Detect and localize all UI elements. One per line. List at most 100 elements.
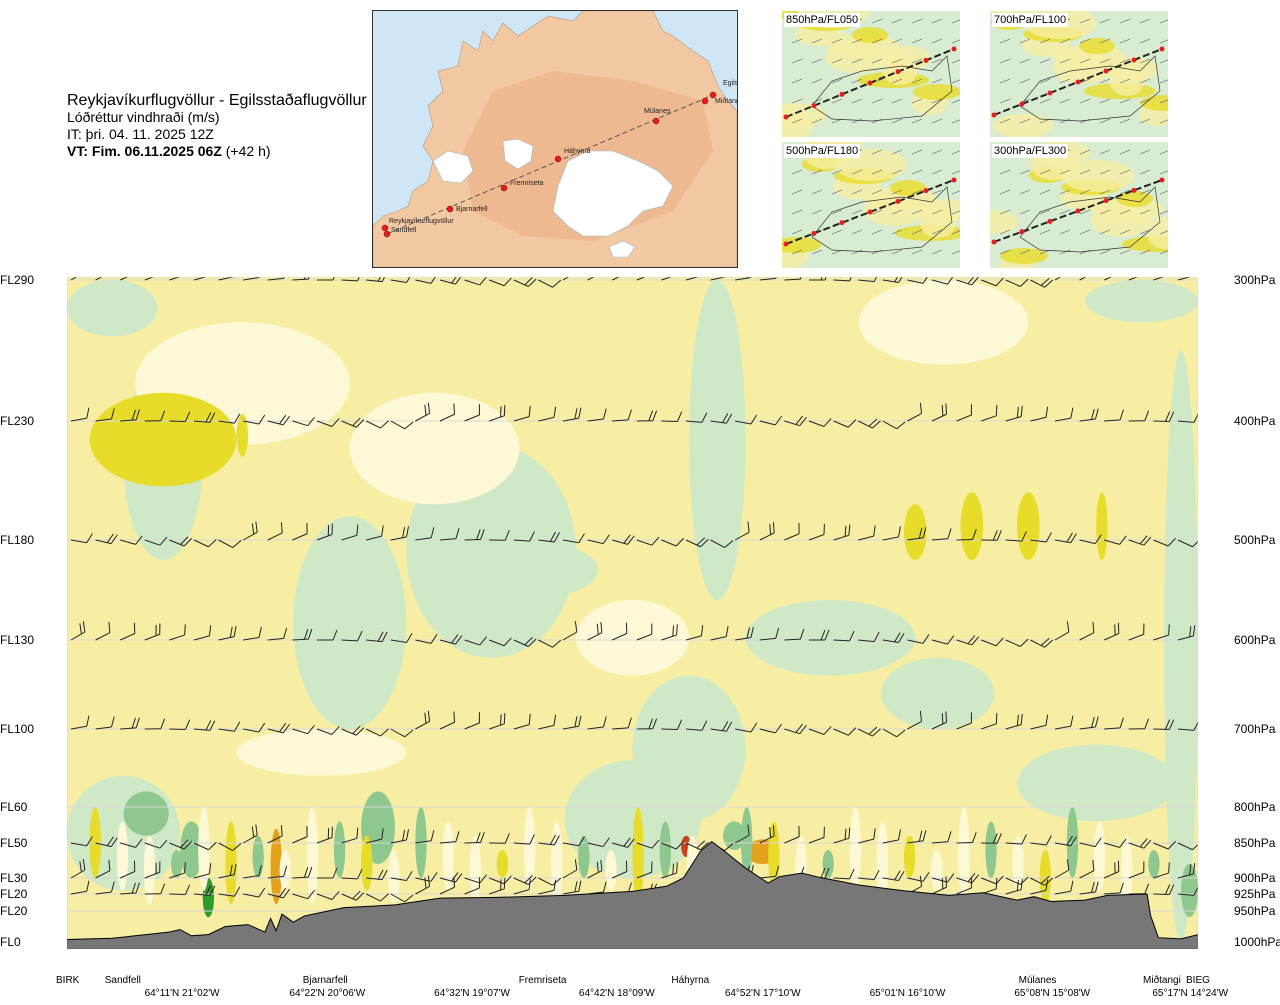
wind-barb [538,531,560,543]
wind-barb [710,625,729,641]
thumb-barb [1019,58,1031,64]
thumb-barb [1119,169,1131,175]
location-label: Fremriseta [518,975,567,986]
wind-barb [833,868,855,880]
thumb-waypoint [923,57,929,63]
low-streak-4 [198,807,210,891]
wind-barb [858,828,876,844]
low-streak-1 [116,821,129,891]
wind-barb [611,277,628,281]
thumb-barb [871,98,883,104]
thumb-barb [811,118,823,124]
thumb-barb [851,78,863,84]
thumb-barb [1159,210,1168,215]
wind-barb [316,826,333,844]
left-level-label: FL20 [0,904,28,918]
wind-barb [931,873,955,883]
thumb-barb [931,98,943,104]
thumb-700hpa-label: 700hPa/FL100 [992,13,1069,27]
wind-barb [341,868,363,880]
thumb-barb [1059,249,1071,255]
thumb-barb [1059,229,1071,235]
wind-barb [169,277,185,281]
wind-barb [144,410,166,422]
low-streak-6 [252,835,264,879]
thumb-barb [891,209,903,215]
wind-barb [218,413,241,424]
thumb-850hpa[interactable]: 850hPa/FL050 [782,11,960,137]
wind-barb [292,866,313,879]
wind-barb [808,826,825,844]
wind-barb [489,713,506,730]
thumb-barb [1039,78,1051,84]
wind-barb [1128,718,1150,730]
wind-barb [931,876,948,895]
wind-barb [169,839,193,850]
wind-barb [1030,875,1054,886]
thumb-barb [1019,118,1031,124]
wind-barb [636,861,653,879]
downdraft-zone-2 [293,516,407,729]
wind-barb [1005,405,1023,422]
wind-barb [439,634,463,645]
wind-barb [193,720,216,731]
thumb-barb [1159,19,1168,24]
wind-barb [317,277,335,281]
thumb-barb [891,58,903,64]
low-streak-8 [306,807,319,905]
thumb-barb [871,229,883,235]
location-label: Sandfell [104,975,141,986]
wind-barb [587,837,610,848]
wind-barb [562,621,578,641]
thumb-barb [1119,58,1131,64]
wind-barb [218,625,237,641]
location-label: BIRK [56,975,80,986]
wind-barb [513,834,535,845]
wind-barb [882,277,905,283]
thumb-300hpa[interactable]: 300hPa/FL300 [990,142,1168,268]
thumb-barb [1039,229,1051,235]
wind-barb [267,825,283,844]
thumb-barb [999,118,1011,124]
wind-barb [808,418,832,427]
thumb-waypoint [811,103,817,109]
waypoint-label: Miðtangi [715,97,737,105]
low-streak-13 [442,821,454,891]
downdraft-zone-0 [67,280,158,337]
wind-barb [538,639,562,648]
thumb-500hpa[interactable]: 500hPa/FL180 [782,142,960,268]
thumb-barb [1139,189,1151,195]
wind-barb [70,533,93,544]
wind-barb [562,859,578,879]
thumb-barb [911,58,923,64]
left-level-label: FL20 [0,887,28,901]
wind-barb [1104,409,1124,422]
wind-barb [95,408,115,422]
wind-barb [193,863,212,879]
wind-barb [956,529,977,541]
wind-barb [636,536,660,546]
thumb-700hpa[interactable]: 700hPa/FL100 [990,11,1168,137]
wind-barb [882,420,906,430]
thumb-barb [1159,150,1168,155]
thumb-barb [1099,249,1111,255]
field-up-5 [1096,492,1108,560]
wind-barb [1054,621,1070,641]
wind-barb [243,722,266,733]
field-up-4 [1017,492,1040,560]
wind-barb [710,539,734,548]
thumb-barb [831,169,843,175]
thumb-barb [891,38,903,44]
wind-barb [907,277,930,284]
field-up-0 [89,392,237,487]
wind-barb [415,875,431,895]
wind-barb [1005,638,1029,647]
thumb-barb [1119,149,1131,155]
pressure-level-lines [67,279,1198,943]
route-title: Reykjavíkurflugvöllur - Egilsstaðaflugvö… [67,92,367,109]
thumb-barb [951,119,960,124]
wind-barb [833,524,851,541]
wind-barb [1054,715,1074,730]
thumb-waypoint [895,69,901,75]
wind-barb [636,839,660,849]
